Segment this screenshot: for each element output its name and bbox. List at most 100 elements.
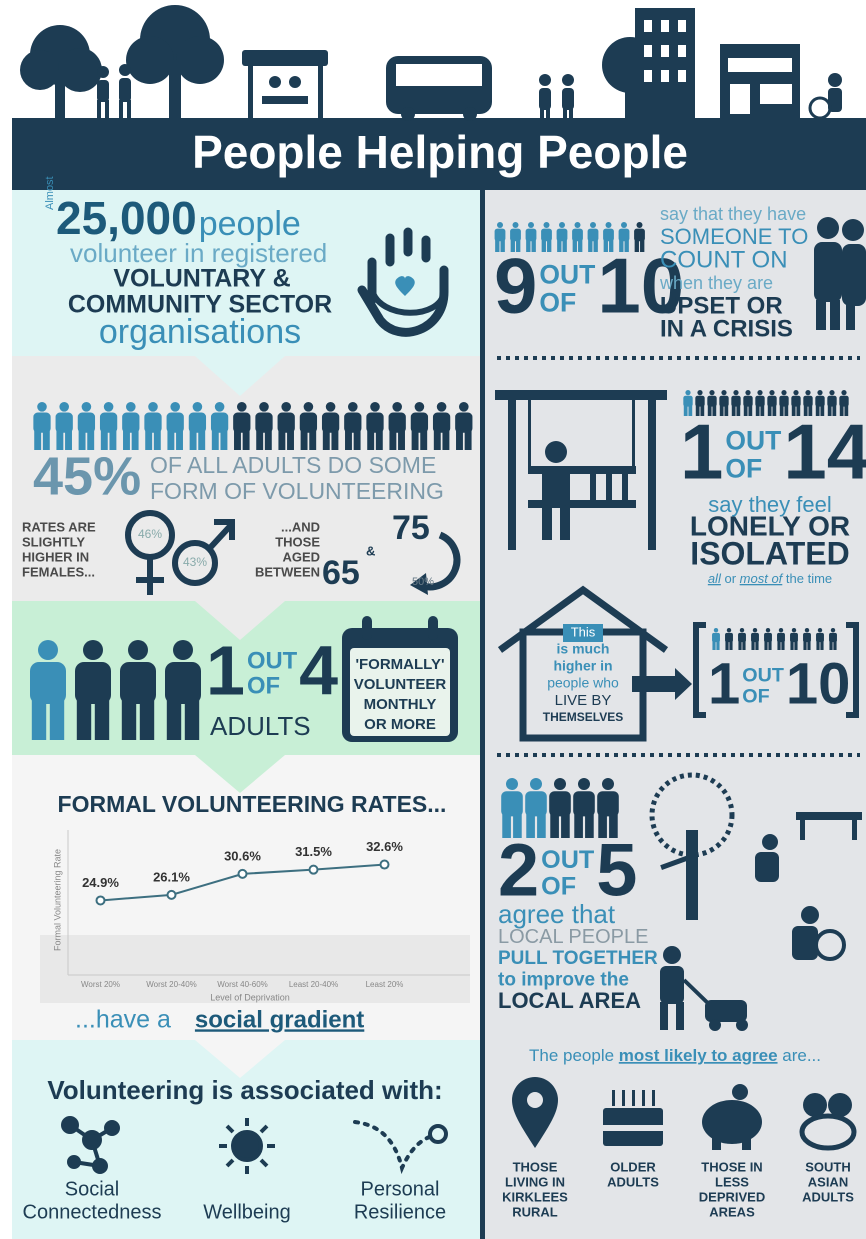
associated-item: Connectedness	[23, 1201, 162, 1223]
person-body	[767, 395, 777, 407]
person-leg	[398, 430, 405, 450]
person-head	[590, 222, 596, 228]
person-icon	[144, 402, 162, 450]
person-icon	[541, 222, 552, 252]
x-axis-label: Level of Deprivation	[210, 992, 290, 1002]
person-body	[344, 412, 362, 433]
person-head	[739, 628, 745, 633]
person-icon	[587, 222, 599, 252]
person-head	[765, 628, 771, 633]
calendar-text: MONTHLY	[364, 696, 437, 713]
person-head	[804, 628, 810, 633]
person-leg	[572, 240, 577, 252]
person-head	[685, 390, 691, 396]
person-body	[712, 632, 720, 643]
person-leg	[574, 814, 583, 838]
person-icon	[634, 222, 645, 252]
person-body	[738, 632, 746, 643]
person-leg	[716, 641, 720, 650]
heart-icon	[395, 276, 415, 296]
person-leg	[729, 641, 733, 650]
person-body	[803, 395, 813, 407]
person-leg	[375, 430, 383, 450]
associated-item: Wellbeing	[203, 1201, 290, 1223]
gradient-prefix: ...have a	[75, 1006, 171, 1034]
person-icon	[738, 628, 746, 650]
person-icon	[815, 390, 825, 416]
volunteers-text: COMMUNITY SECTOR	[68, 291, 332, 319]
person-body	[432, 412, 451, 433]
person-head	[192, 402, 203, 412]
person-body	[779, 395, 789, 407]
person-head	[392, 402, 403, 412]
person-leg	[598, 814, 607, 838]
person-icon	[597, 778, 619, 838]
person-head	[325, 402, 336, 412]
person-leg	[791, 405, 796, 416]
person-leg	[736, 405, 741, 416]
person-leg	[807, 641, 811, 650]
person-head	[543, 222, 550, 228]
group-label: RURAL	[512, 1204, 558, 1219]
person-head	[697, 390, 703, 396]
person-icon	[827, 390, 837, 416]
person-leg	[772, 405, 777, 416]
person-body	[803, 632, 811, 643]
fraction-word: OF	[539, 287, 576, 317]
person-leg	[634, 240, 639, 252]
calendar-text: VOLUNTEER	[354, 676, 447, 693]
person-body	[725, 632, 733, 643]
person-body	[829, 632, 837, 643]
person-body	[299, 412, 318, 433]
person-body	[321, 412, 340, 433]
calendar-text: OR MORE	[364, 716, 436, 733]
person-body	[277, 412, 295, 433]
person-body	[597, 791, 619, 817]
person-leg	[516, 240, 521, 252]
person-leg	[794, 641, 798, 650]
person-body	[603, 228, 614, 242]
person-head	[530, 778, 542, 790]
support-text: say that they have	[660, 204, 806, 224]
person-head	[436, 402, 447, 412]
volunteers-prefix: Almost	[44, 176, 56, 210]
likely-emphasis: most likely to agree	[619, 1046, 778, 1065]
person-body	[525, 791, 547, 817]
person-leg	[198, 430, 206, 450]
person-leg	[557, 240, 562, 252]
support-text: SOMEONE TO	[660, 224, 808, 249]
person-leg	[176, 430, 183, 450]
likely-suffix: are...	[782, 1046, 821, 1065]
group-label: LESS	[715, 1174, 749, 1189]
female-note: HIGHER IN	[22, 549, 89, 564]
person-body	[501, 791, 523, 817]
person-leg	[109, 430, 117, 450]
associated-title: Volunteering is associated with:	[47, 1075, 442, 1105]
person-icon	[707, 390, 717, 416]
person-body	[210, 412, 229, 433]
person-head	[778, 628, 784, 633]
person-body	[790, 632, 798, 643]
group-label: LIVING IN	[505, 1174, 565, 1189]
person-icon	[751, 628, 759, 650]
notch	[195, 356, 285, 396]
person-body	[75, 662, 111, 704]
calendar-icon	[428, 616, 438, 640]
person-leg	[764, 641, 768, 650]
person-head	[791, 628, 797, 633]
person-leg	[779, 405, 784, 416]
person-leg	[433, 430, 441, 450]
person-head	[829, 390, 835, 396]
person-leg	[731, 405, 736, 416]
person-icon	[432, 402, 451, 450]
person-body	[764, 632, 772, 643]
person-leg	[34, 430, 42, 450]
person-leg	[211, 430, 219, 450]
person-head	[506, 778, 518, 790]
person-leg	[768, 641, 772, 650]
arrow-icon	[632, 668, 692, 700]
person-body	[188, 412, 207, 433]
person-body	[388, 412, 406, 433]
person-icon	[683, 390, 693, 416]
person-leg	[760, 405, 765, 416]
